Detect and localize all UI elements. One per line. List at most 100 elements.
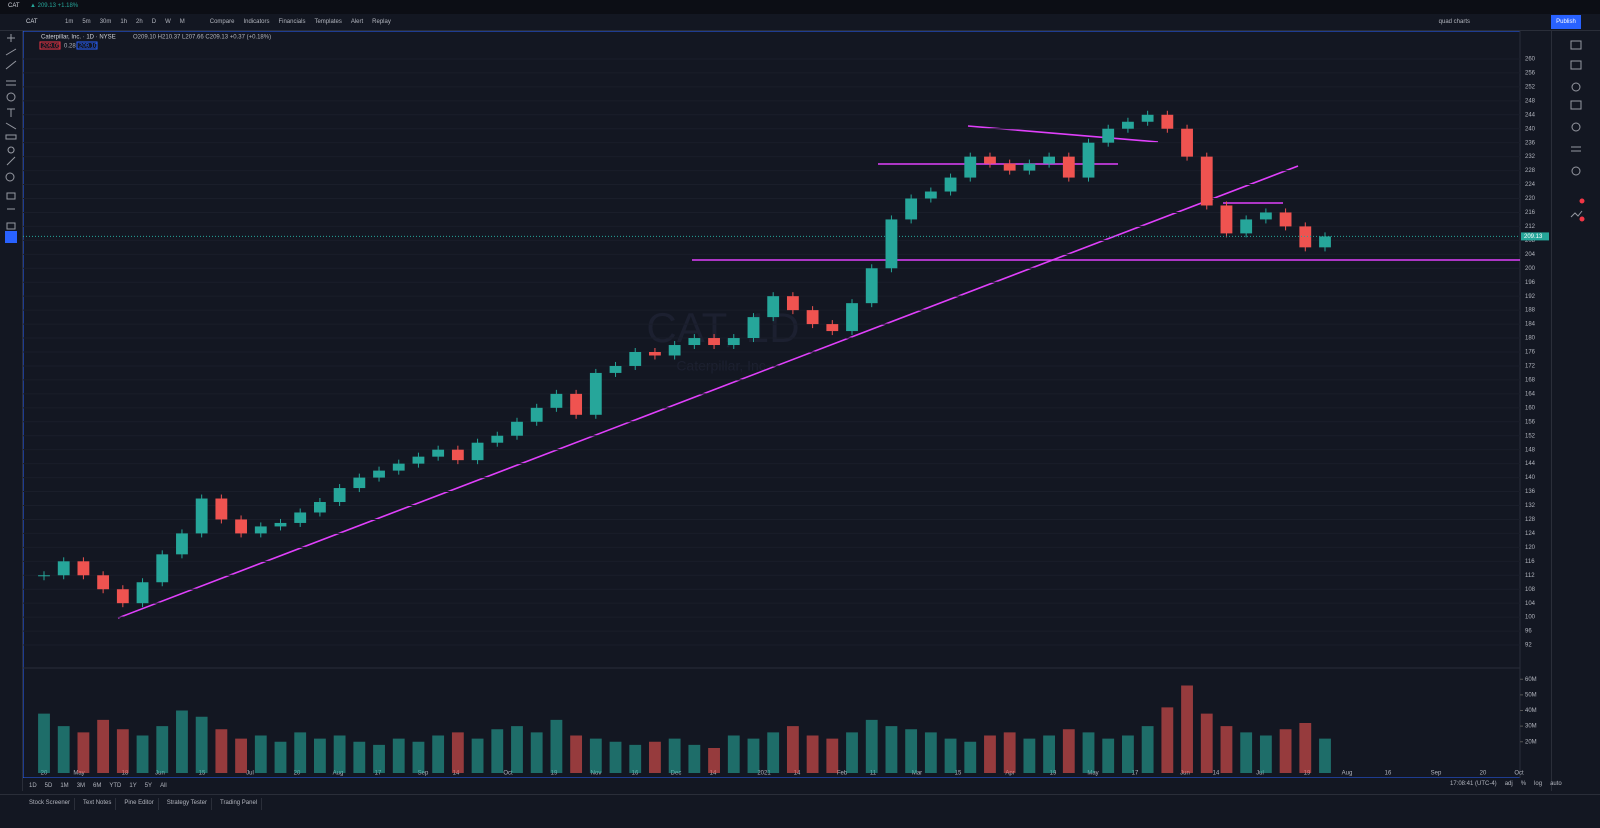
volume-tick-label: 50M xyxy=(1525,692,1537,698)
volume-tick-label: 40M xyxy=(1525,708,1537,714)
candle xyxy=(1102,128,1115,143)
volume-tick-label: 20M xyxy=(1525,739,1537,745)
candle xyxy=(1259,212,1272,220)
candle xyxy=(1023,163,1036,171)
candle xyxy=(333,488,346,503)
x-tick-label: 14 xyxy=(1213,771,1220,777)
candle xyxy=(97,575,110,590)
y-tick-label: 260 xyxy=(1525,57,1536,63)
volume-bar xyxy=(964,741,977,773)
candle xyxy=(313,502,326,513)
volume-bar xyxy=(491,729,504,773)
bottom-tab[interactable]: Trading Panel xyxy=(216,798,263,810)
y-tick-label: 112 xyxy=(1525,573,1535,579)
toolbar-button[interactable]: Compare xyxy=(209,19,235,25)
range-button[interactable]: 1D xyxy=(29,782,37,789)
bottom-tab[interactable]: Stock Screener xyxy=(25,798,76,810)
axis-option[interactable]: adj xyxy=(1504,781,1513,787)
interval-button[interactable]: 1h xyxy=(120,19,128,25)
volume-bar xyxy=(274,741,287,773)
volume-bar xyxy=(1200,713,1213,773)
interval-button[interactable]: W xyxy=(165,19,171,25)
volume-bar xyxy=(1240,732,1253,773)
candle xyxy=(116,589,129,604)
bottom-tab[interactable]: Text Notes xyxy=(79,798,117,810)
volume-bar xyxy=(451,732,464,773)
range-button[interactable]: 1M xyxy=(60,782,69,789)
range-button[interactable]: All xyxy=(160,782,167,789)
volume-bar xyxy=(432,735,445,773)
axis-option[interactable]: % xyxy=(1520,781,1527,787)
interval-button[interactable]: 2h xyxy=(136,19,143,25)
candle xyxy=(1181,128,1193,157)
candle xyxy=(1003,163,1016,171)
candle xyxy=(530,407,543,422)
symbol-search[interactable]: CAT xyxy=(26,19,38,25)
active-tool[interactable] xyxy=(5,231,17,243)
toolbar-button[interactable]: Financials xyxy=(278,19,306,25)
y-tick-label: 172 xyxy=(1525,364,1536,370)
tab-symbol[interactable]: CAT xyxy=(8,3,20,9)
x-tick-label: May xyxy=(73,771,84,777)
candle xyxy=(1279,212,1292,227)
x-tick-label: 15 xyxy=(955,771,962,777)
legend-title: Caterpillar, Inc. · 1D · NYSE xyxy=(41,35,116,41)
volume-bar xyxy=(373,744,385,773)
range-button[interactable]: 5Y xyxy=(144,782,153,789)
range-button[interactable]: 1Y xyxy=(129,782,137,789)
interval-button[interactable]: 30m xyxy=(99,19,112,25)
x-tick-label: Nov xyxy=(591,771,602,777)
widget-icons xyxy=(1570,40,1585,222)
interval-button[interactable]: M xyxy=(179,19,185,25)
x-tick-label: Mar xyxy=(912,771,922,777)
candle xyxy=(57,561,70,576)
interval-button[interactable]: 5m xyxy=(82,19,91,25)
y-tick-label: 168 xyxy=(1525,377,1536,383)
toolbar-button[interactable]: Indicators xyxy=(243,19,270,25)
candle xyxy=(1043,156,1056,164)
candle xyxy=(885,219,898,269)
chart-frame xyxy=(23,31,1521,778)
range-button[interactable]: 5D xyxy=(44,782,53,789)
x-tick-label: Sep xyxy=(418,771,429,777)
candle xyxy=(254,526,267,534)
range-button[interactable]: 3M xyxy=(76,782,86,789)
candle xyxy=(1220,205,1233,234)
candle xyxy=(235,519,247,534)
axis-option[interactable]: log xyxy=(1534,781,1543,787)
range-button[interactable]: YTD xyxy=(109,782,122,789)
volume-bar xyxy=(1082,732,1095,773)
y-tick-label: 236 xyxy=(1525,140,1536,146)
layout-name[interactable]: quad charts xyxy=(1438,19,1470,25)
volume-bar xyxy=(57,726,70,773)
toolbar-button[interactable]: Templates xyxy=(314,19,342,25)
volume-bar xyxy=(589,738,602,773)
tab-price: ▲ 209.13 +1.18% xyxy=(30,3,79,9)
toolbar-button[interactable]: Alert xyxy=(350,19,364,25)
range-button[interactable]: 6M xyxy=(93,782,102,789)
publish-button[interactable]: Publish xyxy=(1551,15,1581,29)
volume-bar xyxy=(412,741,425,773)
y-tick-label: 120 xyxy=(1525,545,1536,551)
bottom-tab[interactable]: Pine Editor xyxy=(120,798,159,810)
candle xyxy=(589,372,602,415)
volume-bar xyxy=(511,726,523,773)
y-tick-label: 164 xyxy=(1525,391,1536,397)
interval-button[interactable]: 1m xyxy=(65,19,74,25)
bottom-tab[interactable]: Strategy Tester xyxy=(163,798,212,810)
interval-button[interactable]: D xyxy=(151,19,157,25)
volume-bar xyxy=(688,744,701,773)
candle xyxy=(432,449,445,457)
volume-bar xyxy=(392,738,405,773)
toolbar-button[interactable]: Replay xyxy=(372,19,391,25)
candle xyxy=(846,303,858,332)
last-price-label: 209.13 xyxy=(1524,234,1543,240)
axis-option[interactable]: auto xyxy=(1550,781,1562,787)
y-tick-label: 244 xyxy=(1525,112,1536,118)
bottom-tabs: Stock Screener Text Notes Pine Editor Strat… xyxy=(0,794,1600,828)
x-tick-label: Dec xyxy=(671,771,682,777)
y-tick-label: 204 xyxy=(1525,252,1536,258)
volume-bar xyxy=(885,726,898,773)
candle xyxy=(156,554,169,583)
